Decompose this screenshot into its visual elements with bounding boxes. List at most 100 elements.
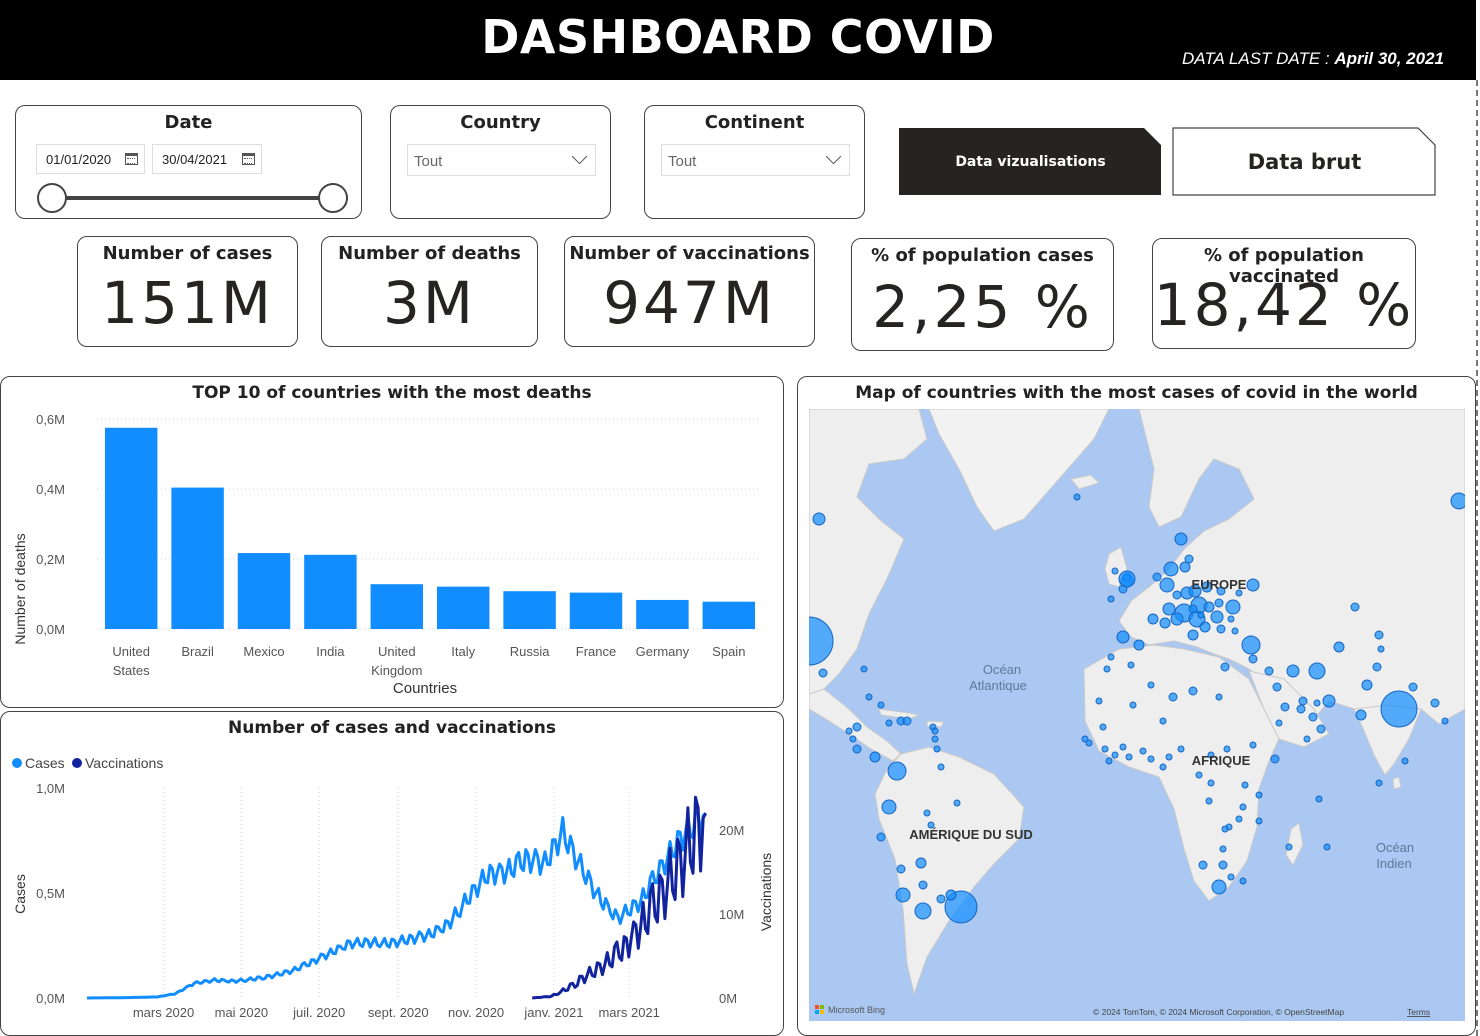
map-bubble[interactable] (852, 722, 862, 732)
map-bubble[interactable] (1374, 630, 1384, 640)
map-bubble[interactable] (1118, 570, 1136, 588)
map-bubble[interactable] (1219, 845, 1227, 853)
nav-data-brut-button[interactable]: Data brut (1172, 127, 1437, 197)
bar[interactable] (436, 586, 490, 629)
bar[interactable] (171, 487, 224, 629)
map-bubble[interactable] (1298, 696, 1308, 706)
map-bubble[interactable] (1216, 624, 1226, 634)
cases-line[interactable] (87, 809, 707, 1000)
chevron-down-icon[interactable] (825, 148, 842, 165)
map-bubble[interactable] (1188, 584, 1202, 598)
slider-end-handle[interactable] (318, 183, 348, 213)
map-bubble[interactable] (1303, 735, 1311, 743)
map-bubble[interactable] (812, 512, 826, 526)
map-bubble[interactable] (1296, 704, 1306, 714)
map-bubble[interactable] (1316, 724, 1326, 734)
map-terms-link[interactable]: Terms (1407, 1007, 1430, 1017)
map-bubble[interactable] (1159, 717, 1167, 725)
map-bubble[interactable] (1095, 697, 1103, 705)
map-bubble[interactable] (860, 665, 868, 673)
map-bubble[interactable] (865, 693, 873, 701)
map-bubble[interactable] (809, 616, 834, 666)
map-bubble[interactable] (1255, 817, 1263, 825)
map-bubble[interactable] (1188, 604, 1198, 614)
calendar-icon[interactable] (242, 153, 255, 165)
map-bubble[interactable] (1408, 682, 1418, 692)
map-bubble[interactable] (1081, 735, 1089, 743)
map-bubble[interactable] (1203, 601, 1215, 613)
map-bubble[interactable] (1127, 661, 1135, 669)
map-bubble[interactable] (1159, 577, 1175, 593)
map-bubble[interactable] (1152, 572, 1162, 582)
map-bubble[interactable] (937, 763, 945, 771)
map-bubble[interactable] (1308, 662, 1326, 680)
map-bubble[interactable] (914, 902, 932, 920)
map-bubble[interactable] (895, 887, 911, 903)
map-bubble[interactable] (1372, 662, 1382, 672)
map-bubble[interactable] (887, 761, 907, 781)
map-bubble[interactable] (936, 894, 946, 904)
map-bubble[interactable] (1107, 653, 1115, 661)
map-bubble[interactable] (1227, 615, 1235, 623)
map-bubble[interactable] (1231, 627, 1239, 635)
map-bubble[interactable] (1129, 701, 1137, 709)
map-bubble[interactable] (1227, 873, 1235, 881)
map-bubble[interactable] (1101, 745, 1109, 753)
continent-dropdown[interactable]: Tout (661, 144, 850, 176)
map-bubble[interactable] (1246, 578, 1260, 592)
map-bubble[interactable] (1179, 561, 1191, 573)
map-bubble[interactable] (1103, 665, 1111, 673)
map-bubble[interactable] (1165, 753, 1173, 761)
bar[interactable] (104, 427, 158, 629)
map-bubble[interactable] (1220, 662, 1230, 672)
map-bubble[interactable] (1221, 825, 1229, 833)
map-bubble[interactable] (1223, 745, 1231, 753)
map-bubble[interactable] (1116, 630, 1130, 644)
map-bubble[interactable] (1214, 598, 1224, 608)
map-bubble[interactable] (896, 864, 906, 874)
map-bubble[interactable] (931, 735, 939, 743)
map-bubble[interactable] (1111, 751, 1119, 759)
map-bubble[interactable] (1099, 723, 1107, 731)
map-bubble[interactable] (1225, 599, 1241, 615)
map-bubble[interactable] (1401, 757, 1409, 765)
map-bubble[interactable] (869, 751, 881, 763)
map-bubble[interactable] (1285, 843, 1293, 851)
map-bubble[interactable] (1375, 779, 1383, 787)
map-bubble[interactable] (1280, 702, 1290, 712)
map-bubble[interactable] (1218, 860, 1228, 870)
bar[interactable] (304, 554, 357, 629)
map-bubble[interactable] (1197, 611, 1205, 619)
map-bubble[interactable] (1125, 753, 1133, 761)
map-bubble[interactable] (1207, 779, 1215, 787)
map-bubble[interactable] (849, 735, 857, 743)
map-bubble[interactable] (1333, 641, 1345, 653)
bar[interactable] (370, 584, 424, 629)
map-bubble[interactable] (1201, 581, 1213, 593)
map-bubble[interactable] (902, 716, 912, 726)
map-bubble[interactable] (1275, 719, 1283, 727)
map-bubble[interactable] (1323, 843, 1331, 851)
map-bubble[interactable] (1315, 795, 1323, 803)
map-bubble[interactable] (915, 857, 927, 869)
map-bubble[interactable] (1198, 860, 1208, 870)
map-bubble[interactable] (1239, 803, 1247, 811)
map-bubble[interactable] (1147, 681, 1155, 689)
map-bubble[interactable] (1119, 743, 1127, 751)
map-bubble[interactable] (1147, 755, 1155, 763)
map-bubble[interactable] (1162, 602, 1176, 616)
map-bubble[interactable] (1163, 561, 1179, 577)
map-bubble[interactable] (1239, 877, 1247, 885)
map-bubble[interactable] (1216, 586, 1226, 596)
map-bubble[interactable] (1215, 693, 1223, 701)
chevron-down-icon[interactable] (571, 148, 588, 165)
bar[interactable] (569, 592, 623, 629)
nav-data-visualisations-button[interactable]: Data vizualisations (898, 127, 1163, 197)
map-bubble[interactable] (1184, 554, 1194, 564)
map-bubble[interactable] (1235, 589, 1243, 597)
map-bubble[interactable] (1322, 694, 1336, 708)
bar[interactable] (636, 599, 689, 629)
world-map[interactable]: EUROPE AFRIQUE AMÉRIQUE DU SUD Océan Atl… (809, 409, 1465, 1021)
map-bubble[interactable] (1270, 754, 1280, 764)
map-bubble[interactable] (1199, 621, 1211, 633)
